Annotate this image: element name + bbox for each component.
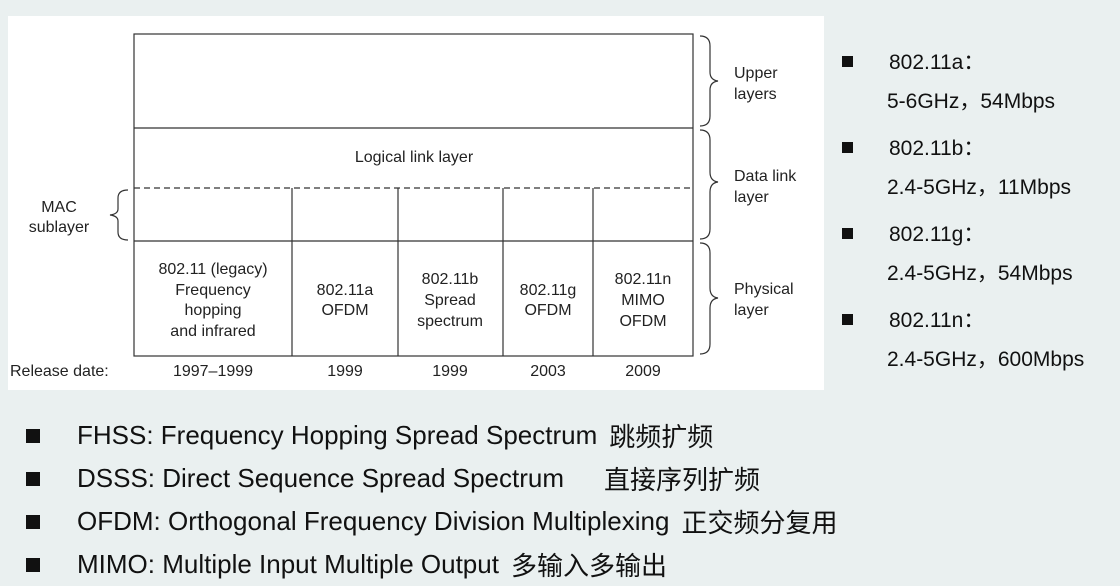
std-legacy-line-1: 802.11 (legacy) [158,261,267,278]
term-chinese: 直接序列扩频 [604,465,761,495]
list-item: 802.11a： 5-6GHz，54Mbps [840,40,1120,126]
release-date-label: Release date: [10,363,109,380]
std-n-line-2: MIMO [621,292,665,309]
release-date-n: 2009 [625,363,661,380]
logical-link-label: Logical link layer [355,149,474,166]
term-english: MIMO: Multiple Input Multiple Output [77,549,499,579]
standard-spec: 5-6GHz，54Mbps [887,90,1056,113]
std-b-line-1: 802.11b [422,271,479,288]
release-date-g: 2003 [530,363,566,380]
list-item: 802.11g： 2.4-5GHz，54Mbps [840,212,1120,298]
term-chinese: 多输入多输出 [510,551,667,581]
list-item: FHSS: Frequency Hopping Spread Spectrum … [18,414,1108,457]
standard-name: 802.11n： [889,309,985,332]
term-chinese: 正交频分复用 [681,508,838,538]
release-date-a: 1999 [327,363,363,380]
standard-name: 802.11a： [889,51,985,74]
std-legacy-line-4: and infrared [170,323,255,340]
std-g-line-1: 802.11g [520,282,577,299]
term-english: DSSS: Direct Sequence Spread Spectrum [77,463,565,493]
physical-label-2: layer [734,302,769,319]
standard-spec: 2.4-5GHz，600Mbps [887,348,1085,371]
standards-list: 802.11a： 5-6GHz，54Mbps 802.11b： 2.4-5GHz… [840,40,1120,384]
data-link-label-2: layer [734,189,769,206]
standard-name: 802.11b： [889,137,985,160]
physical-label-1: Physical [734,281,794,298]
protocol-stack-diagram: Upper layers Data link layer Physical la… [8,16,824,390]
square-bullet-icon [26,471,40,486]
list-item: 802.11n： 2.4-5GHz，600Mbps [840,298,1120,384]
list-item: 802.11b： 2.4-5GHz，11Mbps [840,126,1120,212]
standard-spec: 2.4-5GHz，54Mbps [887,262,1073,285]
standard-name: 802.11g： [889,223,985,246]
data-link-brace [699,129,719,240]
list-item: DSSS: Direct Sequence Spread Spectrum 直接… [18,457,1108,500]
square-bullet-icon [842,141,853,153]
acronym-list: FHSS: Frequency Hopping Spread Spectrum … [18,414,1108,586]
std-n-line-1: 802.11n [615,271,672,288]
std-n-line-3: OFDM [619,313,666,330]
upper-brace [699,35,719,127]
std-g-line-2: OFDM [524,302,571,319]
std-b-line-3: spectrum [417,313,483,330]
list-item: OFDM: Orthogonal Frequency Division Mult… [18,500,1108,543]
std-a-line-1: 802.11a [317,282,374,299]
stack-outline [133,33,694,357]
square-bullet-icon [26,557,40,572]
release-date-b: 1999 [432,363,468,380]
physical-brace [699,242,719,355]
mac-brace [109,189,129,241]
list-item: MIMO: Multiple Input Multiple Output 多输入… [18,543,1108,586]
mac-label-1: MAC [41,199,77,216]
square-bullet-icon [26,428,40,443]
square-bullet-icon [842,227,853,239]
upper-layers-label-2: layers [734,86,777,103]
data-link-label-1: Data link [734,168,797,185]
standard-spec: 2.4-5GHz，11Mbps [887,176,1072,199]
upper-layers-label-1: Upper [734,65,778,82]
release-date-legacy: 1997–1999 [173,363,253,380]
square-bullet-icon [842,313,853,325]
term-english: OFDM: Orthogonal Frequency Division Mult… [77,506,670,536]
term-chinese: 跳频扩频 [609,422,714,452]
layer-diagram-svg: Upper layers Data link layer Physical la… [10,33,797,380]
std-legacy-line-2: Frequency [175,282,251,299]
mac-label-2: sublayer [29,219,90,236]
term-english: FHSS: Frequency Hopping Spread Spectrum [77,420,598,450]
square-bullet-icon [26,514,40,529]
std-b-line-2: Spread [424,292,476,309]
std-a-line-2: OFDM [321,302,368,319]
std-legacy-line-3: hopping [185,302,242,319]
square-bullet-icon [842,55,853,67]
